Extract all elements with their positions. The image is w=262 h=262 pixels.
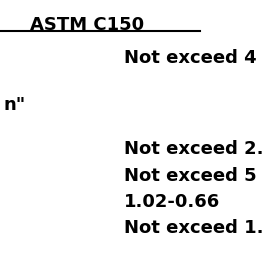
Text: Not exceed 1.: Not exceed 1. xyxy=(124,219,262,237)
Text: 1.02-0.66: 1.02-0.66 xyxy=(124,193,220,211)
Text: Not exceed 2.: Not exceed 2. xyxy=(124,140,262,158)
Text: Not exceed 4: Not exceed 4 xyxy=(124,49,256,67)
Text: Not exceed 5: Not exceed 5 xyxy=(124,167,256,184)
Text: n": n" xyxy=(4,96,26,114)
Text: ASTM C150: ASTM C150 xyxy=(30,16,144,34)
